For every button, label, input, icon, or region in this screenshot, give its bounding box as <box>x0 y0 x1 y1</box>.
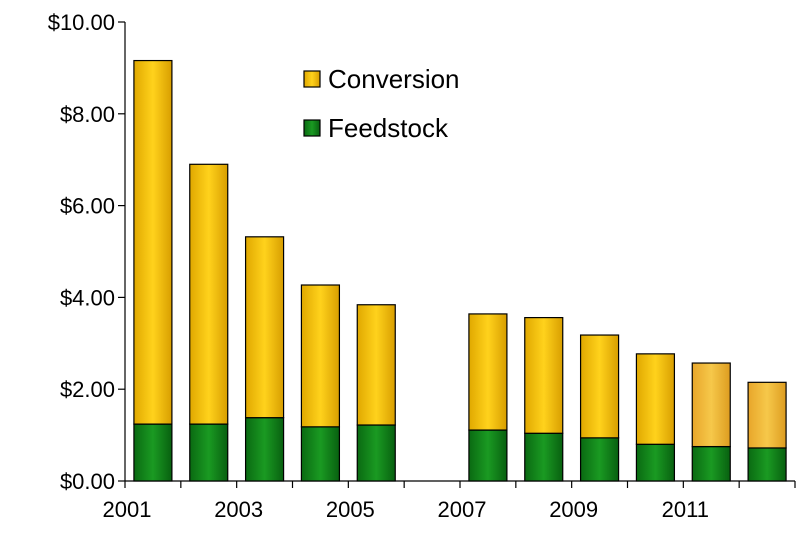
bar-conversion-2010 <box>635 353 676 445</box>
bar-conversion-2008 <box>524 316 564 434</box>
legend-label-feedstock: Feedstock <box>328 113 449 143</box>
bar-feedstock-2012 <box>747 447 787 482</box>
x-axis: 2001 2003 2005 2007 2009 2011 <box>103 480 796 522</box>
bar-feedstock-2010 <box>635 443 676 482</box>
x-tick-label: 2011 <box>662 497 709 522</box>
bar-conversion-2001 <box>133 59 173 425</box>
x-tick-label: 2009 <box>549 497 598 522</box>
bar-feedstock-2007 <box>468 429 508 482</box>
bar-feedstock-2009 <box>579 437 620 482</box>
bar-conversion-2009 <box>579 334 620 439</box>
y-tick-label: $6.00 <box>60 194 115 219</box>
bar-conversion-2002 <box>189 163 229 425</box>
bar-conversion-2003 <box>244 236 285 419</box>
legend-swatch-feedstock <box>303 119 321 137</box>
bar-feedstock-2004 <box>300 426 341 482</box>
legend-label-conversion: Conversion <box>328 64 460 94</box>
bar-conversion-2012 <box>747 381 787 449</box>
bar-conversion-2005 <box>356 304 396 426</box>
bar-feedstock-2008 <box>524 432 564 482</box>
bar-feedstock-2005 <box>356 424 396 482</box>
legend: Conversion Feedstock <box>303 64 460 143</box>
x-tick-label: 2007 <box>438 497 487 522</box>
bar-feedstock-2011 <box>691 445 731 482</box>
bar-conversion-2004 <box>300 284 341 428</box>
y-tick-label: $8.00 <box>60 102 115 127</box>
y-axis: $0.00 $2.00 $4.00 $6.00 $8.00 $10.00 <box>48 10 126 494</box>
x-tick-label: 2005 <box>326 497 375 522</box>
bar-conversion-2007 <box>468 313 508 431</box>
bar-feedstock-2002 <box>189 423 229 482</box>
bar-conversion-2011 <box>691 362 731 448</box>
y-tick-label: $4.00 <box>60 285 115 310</box>
y-tick-label: $10.00 <box>48 10 115 35</box>
x-tick-label: 2001 <box>103 497 152 522</box>
bar-feedstock-2001 <box>133 423 173 482</box>
y-tick-label: $0.00 <box>60 469 115 494</box>
bar-feedstock-2003 <box>244 417 285 482</box>
y-tick-label: $2.00 <box>60 377 115 402</box>
bars <box>133 59 787 482</box>
x-tick-label: 2003 <box>214 497 263 522</box>
legend-swatch-conversion <box>303 70 321 88</box>
